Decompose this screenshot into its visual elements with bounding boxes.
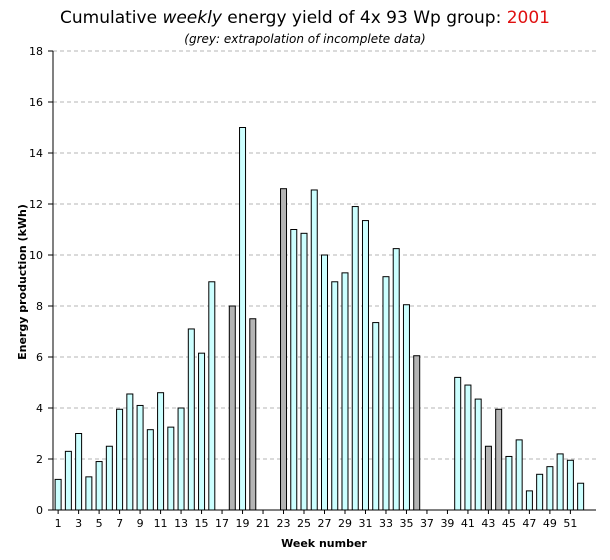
bar-week-47 — [525, 490, 533, 511]
x-tick-label: 37 — [420, 517, 434, 530]
x-tick-labels: 1 3 5 7 9 11 13 15 17 19 21 23 25 27 29 31 33 35 37 39 41 43 4… — [55, 517, 578, 530]
bar-week-12 — [167, 426, 175, 511]
bar-week-32 — [372, 322, 380, 511]
bar-week-48 — [536, 473, 544, 511]
x-tick-label: 25 — [297, 517, 311, 530]
x-tick-label: 47 — [522, 517, 536, 530]
x-tick-label: 21 — [256, 517, 270, 530]
x-tick-label: 15 — [195, 517, 209, 530]
bar-week-28 — [331, 281, 339, 511]
y-tick-label: 18 — [29, 45, 43, 58]
x-axis-label: Week number — [281, 537, 367, 550]
bar-week-29 — [341, 272, 349, 511]
bar-week-41 — [464, 384, 472, 511]
x-tick-label: 1 — [55, 517, 62, 530]
y-tick-label: 16 — [29, 96, 43, 109]
x-tick-label: 29 — [338, 517, 352, 530]
y-tick-label: 2 — [36, 453, 43, 466]
bar-week-35 — [402, 304, 410, 511]
y-tick-label: 4 — [36, 402, 43, 415]
bars — [54, 127, 585, 511]
bar-week-27 — [321, 254, 328, 511]
x-tick-label: 51 — [563, 517, 577, 530]
bar-week-7 — [116, 408, 124, 511]
bar-week-2 — [64, 450, 72, 511]
x-tick-label: 7 — [116, 517, 123, 530]
y-tick-label: 14 — [29, 147, 43, 160]
y-tick-label: 6 — [36, 351, 43, 364]
bar-week-24 — [290, 229, 298, 511]
x-tick-label: 9 — [137, 517, 144, 530]
bar-week-5 — [95, 461, 103, 511]
bar-week-8 — [126, 393, 134, 511]
bar-week-3 — [75, 433, 83, 511]
bar-week-51 — [566, 459, 574, 511]
x-tick-label: 39 — [440, 517, 454, 530]
x-tick-label: 23 — [277, 517, 291, 530]
bar-week-52 — [577, 482, 585, 511]
bar-week-10 — [146, 429, 154, 511]
bar-week-26 — [310, 189, 318, 511]
bar-week-16 — [208, 281, 216, 511]
chart-title: Cumulative weekly energy yield of 4x 93 … — [0, 8, 610, 28]
x-tick-label: 17 — [215, 517, 229, 530]
y-tick-labels: 0 2 4 6 8 10 12 14 16 18 — [29, 45, 43, 517]
title-prefix: Cumulative — [60, 8, 163, 28]
x-tick-label: 11 — [154, 517, 168, 530]
bar-week-45 — [505, 455, 513, 511]
bar-week-43 — [484, 445, 492, 511]
x-tick-label: 33 — [379, 517, 393, 530]
x-tick-label: 3 — [75, 517, 82, 530]
title-emphasis: weekly — [162, 8, 222, 28]
bar-week-42 — [474, 398, 482, 511]
bar-week-23 — [280, 188, 288, 511]
bar-week-11 — [157, 392, 165, 511]
y-axis-label: Energy production (kWh) — [16, 204, 29, 360]
axes — [48, 50, 596, 514]
x-tick-label: 31 — [358, 517, 372, 530]
y-tick-label: 10 — [29, 249, 43, 262]
bar-week-33 — [382, 276, 390, 511]
x-tick-label: 35 — [399, 517, 413, 530]
x-tick-label: 49 — [543, 517, 557, 530]
bar-week-31 — [361, 220, 369, 511]
bar-week-40 — [454, 376, 462, 511]
x-tick-label: 19 — [236, 517, 250, 530]
bar-week-25 — [300, 232, 308, 511]
bar-week-34 — [392, 248, 400, 511]
bar-week-15 — [198, 352, 206, 511]
x-tick-label: 27 — [318, 517, 332, 530]
x-tick-label: 45 — [502, 517, 516, 530]
title-year: 2001 — [506, 8, 550, 28]
chart-subtitle: (grey: extrapolation of incomplete data) — [184, 32, 426, 46]
bar-week-4 — [85, 476, 93, 511]
y-tick-label: 0 — [36, 504, 43, 517]
bar-week-13 — [177, 407, 185, 511]
bar-week-49 — [546, 466, 554, 511]
bar-week-6 — [105, 445, 113, 511]
x-tick-label: 5 — [96, 517, 103, 530]
bar-week-36 — [413, 355, 421, 511]
y-tick-label: 12 — [29, 198, 43, 211]
x-tick-label: 13 — [174, 517, 188, 530]
x-tick-label: 41 — [461, 517, 475, 530]
x-tick-label: 43 — [481, 517, 495, 530]
bar-week-50 — [556, 453, 564, 511]
title-middle: energy yield of 4x 93 Wp group: — [221, 8, 507, 28]
bar-week-20 — [249, 318, 257, 511]
bar-week-1 — [54, 478, 62, 511]
bar-week-46 — [515, 439, 523, 511]
y-tick-label: 8 — [36, 300, 43, 313]
bar-week-9 — [136, 404, 144, 511]
bar-week-19 — [239, 127, 247, 511]
bar-week-30 — [351, 206, 359, 511]
bar-week-44 — [495, 408, 503, 511]
bar-week-14 — [187, 328, 195, 511]
bar-week-18 — [228, 305, 236, 511]
